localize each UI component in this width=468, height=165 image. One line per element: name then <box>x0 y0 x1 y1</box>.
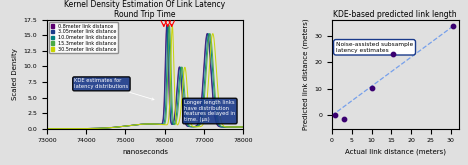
0.8meter link distance <box>215 125 221 127</box>
30.5meter link distance <box>78 128 84 130</box>
0.8meter link distance <box>78 128 84 130</box>
Text: KDE estimates for
latency distributions: KDE estimates for latency distributions <box>74 78 154 100</box>
0.8meter link distance <box>236 126 242 128</box>
30.5meter link distance <box>44 128 50 130</box>
Line: 10.0meter link distance: 10.0meter link distance <box>47 26 243 129</box>
30.5meter link distance <box>128 124 133 126</box>
X-axis label: Actual link distance (meters): Actual link distance (meters) <box>345 149 446 155</box>
15.3meter link distance <box>119 125 125 127</box>
Point <box>389 53 396 56</box>
3.05meter link distance <box>241 126 246 128</box>
30.5meter link distance <box>236 126 242 128</box>
0.8meter link distance <box>44 128 50 130</box>
Text: Longer length links
have distribution
features delayed in
time. (μs): Longer length links have distribution fe… <box>184 100 235 122</box>
30.5meter link distance <box>169 25 175 27</box>
3.05meter link distance <box>44 128 50 130</box>
30.5meter link distance <box>215 96 221 98</box>
Point <box>449 25 456 28</box>
Point <box>368 86 375 89</box>
Line: 0.8meter link distance: 0.8meter link distance <box>47 25 243 129</box>
3.05meter link distance <box>78 128 84 130</box>
10.0meter link distance <box>128 124 133 126</box>
30.5meter link distance <box>119 125 125 127</box>
0.8meter link distance <box>128 124 133 126</box>
10.0meter link distance <box>119 125 125 127</box>
10.0meter link distance <box>78 128 84 130</box>
Y-axis label: Scaled Density: Scaled Density <box>12 48 18 100</box>
Point <box>340 118 348 121</box>
10.0meter link distance <box>236 126 242 128</box>
3.05meter link distance <box>119 125 125 127</box>
0.8meter link distance <box>66 128 72 130</box>
15.3meter link distance <box>215 119 221 121</box>
0.8meter link distance <box>164 24 169 26</box>
10.0meter link distance <box>241 126 246 128</box>
Line: 15.3meter link distance: 15.3meter link distance <box>47 26 243 129</box>
10.0meter link distance <box>215 123 221 125</box>
15.3meter link distance <box>66 128 72 130</box>
15.3meter link distance <box>236 126 242 128</box>
10.0meter link distance <box>44 128 50 130</box>
Legend: 0.8meter link distance, 3.05meter link distance, 10.0meter link distance, 15.3me: 0.8meter link distance, 3.05meter link d… <box>49 22 118 53</box>
Line: 30.5meter link distance: 30.5meter link distance <box>47 26 243 129</box>
Title: KDE-based predicted link length: KDE-based predicted link length <box>334 10 457 19</box>
Text: Noise-assisted subsample
latency estimates: Noise-assisted subsample latency estimat… <box>336 42 413 53</box>
15.3meter link distance <box>44 128 50 130</box>
10.0meter link distance <box>66 128 72 130</box>
3.05meter link distance <box>66 128 72 130</box>
15.3meter link distance <box>241 126 246 128</box>
15.3meter link distance <box>78 128 84 130</box>
Point <box>331 114 339 116</box>
3.05meter link distance <box>236 126 242 128</box>
3.05meter link distance <box>215 125 221 127</box>
15.3meter link distance <box>167 25 172 27</box>
15.3meter link distance <box>128 124 133 126</box>
Line: 3.05meter link distance: 3.05meter link distance <box>47 25 243 129</box>
Y-axis label: Predicted link distance (meters): Predicted link distance (meters) <box>302 18 309 130</box>
X-axis label: nanoseconds: nanoseconds <box>122 149 168 155</box>
3.05meter link distance <box>128 124 133 126</box>
0.8meter link distance <box>119 125 125 127</box>
30.5meter link distance <box>66 128 72 130</box>
10.0meter link distance <box>166 25 171 27</box>
Title: Kernel Density Estimation Of Link Latency
Round Trip Time: Kernel Density Estimation Of Link Latenc… <box>65 0 226 19</box>
0.8meter link distance <box>241 126 246 128</box>
3.05meter link distance <box>164 24 170 26</box>
30.5meter link distance <box>241 126 246 128</box>
